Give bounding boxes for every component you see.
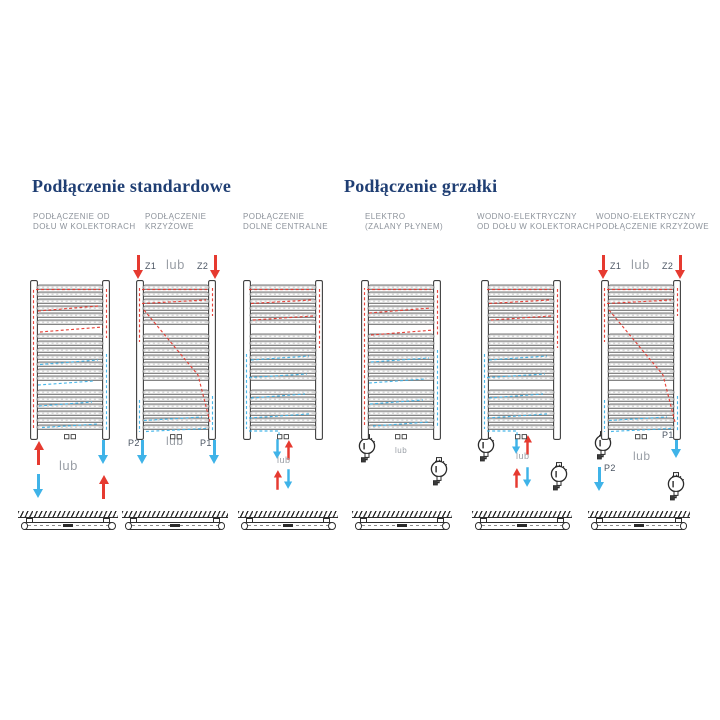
rail-tube — [354, 522, 450, 530]
arrow-down-red-icon — [598, 255, 609, 280]
arrow-down-blue-icon — [98, 440, 109, 465]
diagram-label-cross: PODŁĄCZENIE KRZYŻOWE — [145, 212, 207, 231]
arrow-down-red-icon — [675, 255, 686, 280]
radiator-water-electric-cross — [601, 280, 681, 440]
or-label: lub — [633, 449, 651, 463]
wall-mount-rail — [352, 511, 452, 533]
or-label: lub — [516, 451, 530, 461]
radiator-electric — [361, 280, 441, 440]
wall-hatch — [238, 511, 338, 518]
port-label-z2: Z2 — [662, 261, 674, 271]
arrow-up-red-icon — [33, 440, 44, 465]
arrow-down-blue-icon — [283, 469, 293, 490]
port-label-p1: P1 — [662, 430, 674, 440]
arrow-down-blue-icon — [137, 440, 148, 465]
wall-hatch — [588, 511, 690, 518]
arrow-down-blue-icon — [272, 439, 282, 460]
wall-hatch — [352, 511, 452, 518]
heater-element-icon — [666, 472, 686, 502]
port-label-p2: P2 — [604, 463, 616, 473]
arrow-down-blue-icon — [522, 467, 532, 488]
wall-hatch — [18, 511, 118, 518]
port-label-z2: Z2 — [197, 261, 209, 271]
arrow-down-red-icon — [133, 255, 144, 280]
wall-hatch — [472, 511, 572, 518]
wall-mount-rail — [238, 511, 338, 533]
diagram-label-electric: ELEKTRO (ZALANY PŁYNEM) — [365, 212, 444, 231]
rail-tube — [124, 522, 226, 530]
port-label-p2: P2 — [128, 438, 140, 448]
rail-tube — [474, 522, 570, 530]
or-label: lub — [631, 257, 650, 272]
radiator-standard-cross — [136, 280, 216, 440]
or-label: lub — [277, 455, 291, 465]
port-label-z1: Z1 — [610, 261, 622, 271]
arrow-down-blue-icon — [594, 467, 605, 492]
port-label-z1: Z1 — [145, 261, 157, 271]
section-title-grzalki: Podłączenie grzałki — [344, 176, 498, 196]
radiator-standard-bottom-collectors — [30, 280, 110, 440]
rail-tube — [590, 522, 688, 530]
port-label-p1: P1 — [200, 438, 212, 448]
arrow-down-blue-icon — [511, 434, 521, 455]
wall-mount-rail — [18, 511, 118, 533]
rail-tube — [20, 522, 116, 530]
wall-mount-rail — [472, 511, 572, 533]
radiator-standard-bottom-central — [243, 280, 323, 440]
arrow-up-red-icon — [98, 474, 109, 499]
arrow-up-red-icon — [273, 469, 283, 490]
heater-element-icon — [429, 457, 449, 487]
or-label: lub — [166, 257, 185, 272]
wall-mount-rail — [122, 511, 228, 533]
arrow-down-blue-icon — [209, 440, 220, 465]
arrow-down-red-icon — [210, 255, 221, 280]
diagram-label-water-electric-cross: WODNO-ELEKTRYCZNY PODŁĄCZENIE KRZYŻOWE — [596, 212, 710, 231]
section-title-standard: Podłączenie standardowe — [32, 176, 232, 196]
or-label: lub — [59, 458, 78, 473]
wall-hatch — [122, 511, 228, 518]
radiator-water-electric-bottom-collectors — [481, 280, 561, 440]
heater-element-icon — [549, 462, 569, 492]
diagram-label-bottom-central: PODŁĄCZENIE DOLNE CENTRALNE — [243, 212, 328, 231]
or-label: lub — [395, 446, 408, 455]
wall-mount-rail — [588, 511, 690, 533]
arrow-down-blue-icon — [33, 474, 44, 499]
arrow-up-red-icon — [512, 467, 522, 488]
rail-tube — [240, 522, 336, 530]
arrow-down-blue-icon — [671, 434, 682, 459]
diagram-label-water-electric-bottom: WODNO-ELEKTRYCZNY OD DOŁU W KOLEKTORACH — [477, 212, 596, 231]
diagram-label-bottom-collectors: PODŁĄCZENIE OD DOŁU W KOLEKTORACH — [33, 212, 136, 231]
